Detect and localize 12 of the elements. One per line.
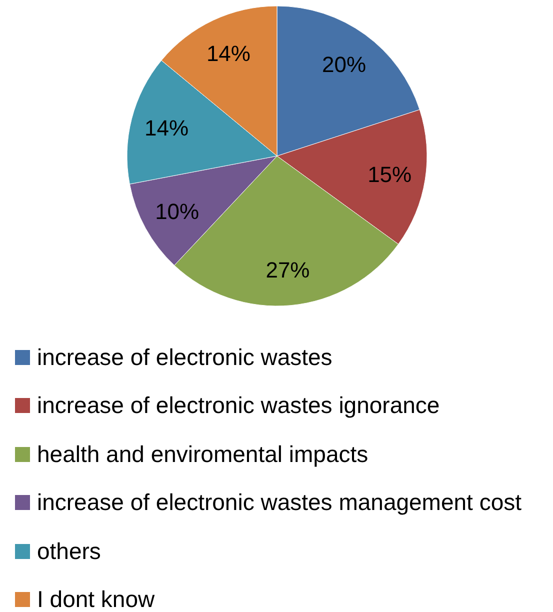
legend-label: increase of electronic wastes management cost <box>37 489 522 516</box>
legend-label: increase of electronic wastes ignorance <box>37 392 440 418</box>
data-label: 20% <box>322 51 366 76</box>
data-label: 14% <box>144 115 189 140</box>
legend-label: others <box>37 538 101 564</box>
legend-label: increase of electronic wastes <box>37 344 332 370</box>
data-label: 14% <box>206 40 250 66</box>
data-label: 10% <box>155 198 200 224</box>
data-label: 15% <box>368 161 412 186</box>
legend-label: health and enviromental impacts <box>37 440 368 467</box>
legend-label: I dont know <box>37 586 155 612</box>
data-label: 27% <box>266 256 310 282</box>
